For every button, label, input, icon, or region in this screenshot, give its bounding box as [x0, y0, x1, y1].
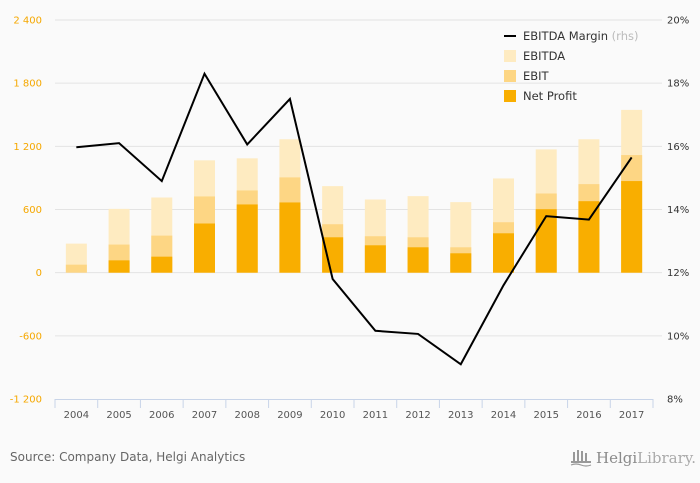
x-tick-label: 2014 [491, 410, 516, 421]
y-left-tick-label: -1 200 [10, 395, 42, 406]
legend-label: EBIT [523, 69, 550, 83]
legend-label: Net Profit [523, 89, 577, 103]
gridlines [55, 19, 662, 337]
bar-net-profit [108, 260, 130, 273]
x-axis: 2004 2005 2006 2007 2008 2009 2010 2011 2012 2013… [54, 399, 654, 421]
bar-net-profit [493, 233, 514, 273]
bar-net-profit [407, 247, 429, 273]
legend-label-suffix: (rhs) [608, 29, 638, 43]
legend: EBITDA Margin (rhs) EBITDA EBIT Net Profit [504, 29, 638, 103]
y-right-tick-label: 12% [667, 268, 689, 279]
y-left-tick-label: 1 200 [13, 142, 42, 153]
source-note: Source: Company Data, Helgi Analytics [10, 450, 246, 464]
y-left-tick-label: 600 [23, 205, 42, 216]
bar-net-profit [279, 202, 301, 273]
x-tick-label: 2012 [405, 410, 430, 421]
legend-label: EBITDA Margin (rhs) [523, 29, 638, 43]
y-right-tick-label: 18% [667, 79, 689, 90]
y-right-tick-label: 16% [667, 142, 689, 153]
x-tick-label: 2004 [64, 410, 89, 421]
y-right-tick-label: 8% [667, 395, 683, 406]
helgi-library-logo[interactable]: HelgiLibrary. [570, 449, 696, 467]
bar-net-profit [578, 201, 600, 273]
bar-ebit [65, 264, 87, 273]
bar-net-profit [194, 223, 215, 273]
y-right-tick-label: 10% [667, 331, 689, 342]
x-tick-label: 2005 [106, 410, 131, 421]
y-axis-left: 2 400 1 800 1 200 600 0 -600 -1 200 [10, 16, 42, 406]
x-tick-label: 2007 [192, 410, 217, 421]
x-tick-label: 2015 [533, 410, 558, 421]
y-left-tick-label: 2 400 [13, 16, 42, 27]
bar-net-profit [364, 245, 386, 273]
library-building-icon [570, 450, 592, 467]
bar-net-profit [236, 204, 258, 273]
logo-text-main: Helgi [596, 449, 638, 467]
bar-net-profit [621, 181, 643, 273]
y-axis-right: 20% 18% 16% 14% 12% 10% 8% [667, 16, 689, 406]
bar-net-profit [535, 209, 557, 273]
bar-net-profit [322, 237, 344, 273]
line-ebitda-margin [76, 71, 633, 366]
x-tick-label: 2013 [448, 410, 473, 421]
y-left-tick-label: 0 [36, 268, 42, 279]
legend-swatch-icon [504, 90, 516, 102]
chart: 2 400 1 800 1 200 600 0 -600 -1 200 20% 18% 16% 1… [10, 16, 689, 422]
legend-label: EBITDA [523, 49, 565, 63]
legend-swatch-icon [504, 70, 516, 82]
bar-net-profit [151, 256, 173, 273]
x-tick-label: 2017 [619, 410, 644, 421]
x-tick-label: 2016 [576, 410, 601, 421]
x-tick-label: 2009 [277, 410, 302, 421]
y-right-tick-label: 20% [667, 16, 689, 27]
legend-swatch-icon [504, 50, 516, 62]
y-left-tick-label: 1 800 [13, 79, 42, 90]
ebitda-margin-line [76, 71, 633, 366]
bar-net-profit [450, 253, 472, 273]
bars [65, 109, 643, 273]
y-left-tick-label: -600 [19, 331, 42, 342]
x-tick-label: 2010 [320, 410, 345, 421]
y-right-tick-label: 14% [667, 205, 689, 216]
x-tick-label: 2008 [234, 410, 259, 421]
x-tick-label: 2011 [363, 410, 388, 421]
x-tick-label: 2006 [149, 410, 174, 421]
logo-text-sub: Library. [637, 449, 697, 467]
